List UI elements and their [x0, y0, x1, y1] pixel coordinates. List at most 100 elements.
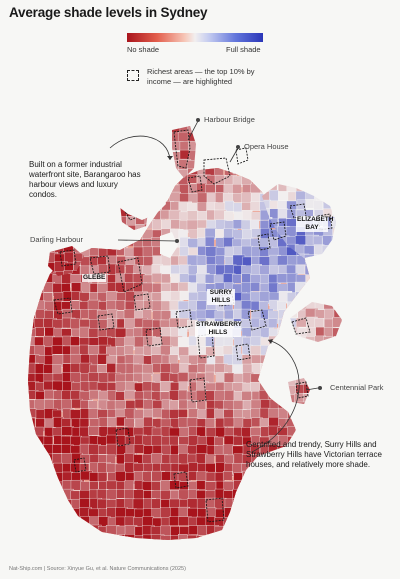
map-cell — [331, 217, 336, 228]
map-cell — [28, 463, 35, 476]
map-cell — [295, 264, 305, 275]
map-cell — [224, 390, 235, 402]
map-cell — [332, 244, 336, 256]
map-cell — [44, 463, 55, 474]
map-cell — [53, 497, 67, 512]
shade-legend-bar — [127, 33, 263, 42]
map-cell — [134, 256, 145, 266]
map-cell — [241, 175, 252, 185]
map-cell — [215, 508, 225, 519]
map-cell — [53, 390, 63, 400]
richest-area-outline — [89, 255, 111, 275]
map-cell — [35, 256, 46, 268]
map-cell — [305, 344, 310, 358]
map-cell — [28, 453, 39, 466]
map-cell — [28, 471, 35, 482]
map-cell — [28, 516, 37, 528]
map-cell — [305, 499, 310, 511]
map-cell — [44, 533, 58, 540]
legend-low-label: No shade — [127, 45, 160, 54]
map-cell — [197, 151, 210, 160]
map-cell — [259, 534, 271, 540]
map-cell — [277, 300, 287, 312]
richest-area-outline — [203, 157, 231, 185]
map-cell — [343, 318, 354, 331]
map-cell — [295, 354, 306, 368]
map-cell — [71, 211, 85, 225]
map-cell — [232, 525, 244, 537]
source-footer: Nat-Ship.com | Source: Xinyue Gu, et al.… — [9, 566, 186, 572]
map-cell — [286, 534, 299, 540]
map-cell — [28, 263, 37, 277]
map-cell — [232, 508, 244, 519]
map-cell — [132, 273, 146, 283]
map-cell — [296, 408, 309, 420]
map-cell — [241, 534, 253, 540]
glebe-label: GLEBE — [82, 274, 107, 282]
map-cell — [222, 534, 233, 540]
map-cell — [187, 174, 198, 184]
map-cell — [332, 199, 336, 212]
map-cell — [33, 471, 48, 481]
map-cell — [43, 364, 53, 374]
map-cell — [305, 480, 310, 494]
map-cell — [259, 481, 270, 492]
map-cell — [295, 337, 307, 348]
map-cell — [277, 470, 289, 484]
map-cell — [97, 229, 110, 243]
map-cell — [278, 490, 290, 501]
map-cell — [269, 533, 283, 540]
map-cell — [106, 535, 118, 540]
map-cell — [214, 336, 225, 348]
map-cell — [28, 507, 37, 521]
map-cell — [277, 355, 289, 368]
map-cell — [251, 508, 261, 519]
map-cell — [305, 282, 310, 294]
richest-area-outline — [117, 257, 143, 293]
richest-area-outline — [247, 309, 267, 331]
map-cell — [152, 175, 162, 187]
map-cell — [43, 201, 56, 211]
richest-area-outline — [269, 221, 287, 241]
map-cell — [35, 535, 45, 540]
map-cell — [124, 480, 134, 490]
map-cell — [278, 498, 290, 509]
map-cell — [61, 535, 72, 540]
map-cell — [89, 481, 99, 491]
map-cell — [260, 489, 271, 499]
map-cell — [61, 273, 72, 285]
map-cell — [35, 327, 45, 337]
map-cell — [133, 444, 145, 454]
map-cell — [249, 525, 263, 538]
map-cell — [277, 390, 291, 403]
map-cell — [287, 168, 302, 180]
map-cell — [28, 417, 36, 431]
map-cell — [97, 534, 111, 540]
map-cell — [278, 168, 288, 178]
harbour-water — [110, 186, 166, 220]
darling-harbour-marker — [175, 239, 179, 243]
map-cell — [88, 220, 102, 233]
map-cell — [188, 462, 198, 473]
map-cell — [277, 481, 292, 495]
map-cell — [304, 174, 310, 184]
map-cell — [44, 471, 55, 483]
map-cell — [223, 526, 237, 538]
map-cell — [53, 506, 67, 517]
map-cell — [241, 300, 253, 310]
map-cell — [142, 471, 152, 482]
map-cell — [169, 435, 179, 447]
map-cell — [127, 225, 141, 230]
map-cell — [277, 327, 289, 337]
map-cell — [277, 525, 290, 538]
map-cell — [304, 524, 310, 535]
map-cell — [115, 228, 126, 240]
map-cell — [304, 378, 310, 386]
map-cell — [233, 453, 244, 465]
map-cell — [88, 328, 100, 338]
map-cell — [34, 219, 47, 234]
map-cell — [242, 184, 252, 194]
map-cell — [115, 337, 125, 347]
map-cell — [314, 335, 327, 342]
map-cell — [295, 291, 309, 304]
